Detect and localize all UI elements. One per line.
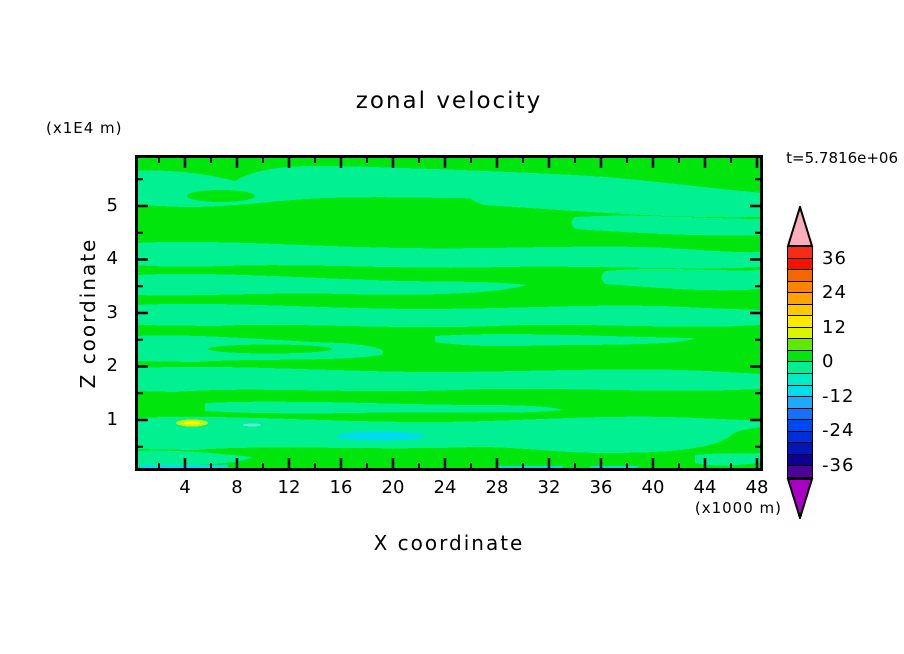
contour-plot-area	[135, 155, 763, 471]
x-tick-label: 8	[231, 477, 243, 498]
yellow-streak-core	[184, 421, 200, 425]
colorbar-under-arrow	[786, 478, 814, 519]
x-tick-label: 32	[537, 477, 561, 498]
colorbar-boxes	[787, 246, 813, 478]
x-tick-label: 48	[745, 477, 769, 498]
y-axis-unit-label: (x1E4 m)	[46, 119, 123, 137]
plot-title: zonal velocity	[355, 88, 543, 114]
x-tick-label: 4	[179, 477, 191, 498]
colorbar-label: -24	[822, 420, 855, 441]
x-tick-label: 20	[381, 477, 405, 498]
cyan-dash	[243, 423, 261, 427]
plot-frame	[135, 155, 763, 471]
x-tick-label: 44	[693, 477, 717, 498]
colorbar-over-arrow	[786, 206, 814, 247]
colorbar-label: 0	[822, 351, 835, 372]
timestamp-label: t=5.7816e+06	[786, 149, 898, 167]
colorbar-label: 12	[822, 317, 847, 338]
y-tick-label: 4	[106, 248, 118, 269]
y-tick-label: 1	[106, 409, 118, 430]
y-tick-label: 5	[106, 195, 118, 216]
minor-ticks	[137, 157, 761, 469]
contour-plot-svg	[135, 155, 763, 471]
x-tick-label: 36	[589, 477, 613, 498]
x-axis-unit-label: (x1000 m)	[694, 499, 782, 517]
colorbar-label: 24	[822, 282, 847, 303]
major-ticks	[137, 157, 761, 469]
x-axis-title: X coordinate	[373, 531, 525, 555]
x-tick-label: 24	[433, 477, 457, 498]
x-tick-label: 16	[329, 477, 353, 498]
contour-negative-bands	[135, 165, 763, 467]
colorbar-label: -36	[822, 455, 855, 476]
y-tick-label: 2	[106, 355, 118, 376]
colorbar	[786, 206, 814, 520]
y-tick-label: 3	[106, 302, 118, 323]
colorbar-label: -12	[822, 386, 855, 407]
cyan-streak	[337, 431, 425, 441]
x-tick-label: 28	[485, 477, 509, 498]
colorbar-label: 36	[822, 248, 847, 269]
plot-frame-and-ticks	[135, 155, 763, 471]
y-axis-title: Z coordinate	[76, 237, 100, 389]
x-tick-label: 40	[641, 477, 665, 498]
x-tick-label: 12	[277, 477, 301, 498]
